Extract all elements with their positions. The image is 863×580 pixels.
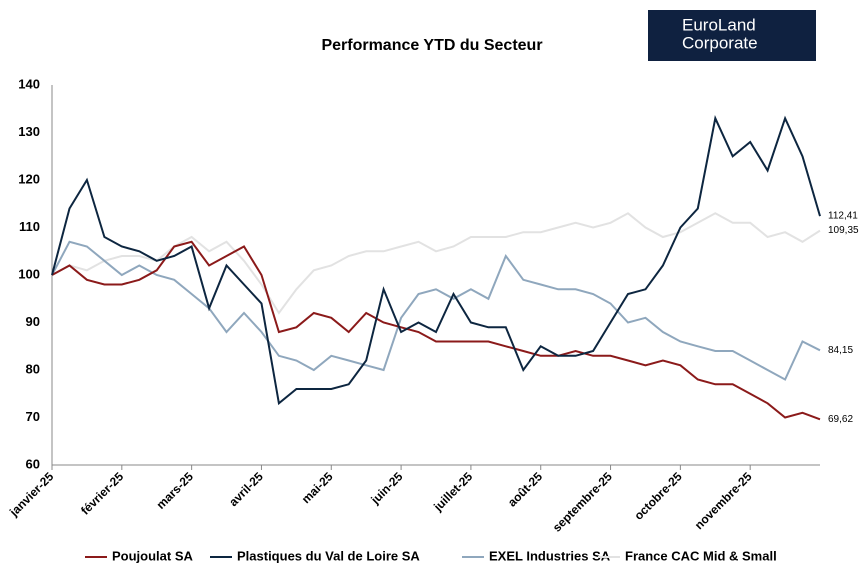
x-tick-label: octobre-25 [631,469,685,523]
series-line [51,212,821,315]
y-tick-label: 140 [18,76,40,91]
x-tick-label: juin-25 [368,469,406,507]
y-tick-label: 70 [26,409,40,424]
series-line [51,240,821,421]
y-tick-label: 100 [18,266,40,281]
y-tick-label: 60 [26,456,40,471]
x-tick-label: février-25 [78,469,126,517]
series-line [51,240,821,381]
legend-label: EXEL Industries SA [489,548,611,563]
x-tick-label: mars-25 [154,469,197,512]
y-tick-label: 110 [19,219,40,234]
x-tick-label: août-25 [505,469,545,509]
value-label: 109,35 [828,225,859,236]
x-tick-label: novembre-25 [692,469,755,532]
x-tick-label: avril-25 [226,469,266,509]
series-line [51,115,821,406]
legend-label: Poujoulat SA [112,548,194,563]
y-tick-label: 130 [18,124,40,139]
logo-text: EuroLand [682,15,756,34]
x-tick-label: janvier-25 [6,469,56,519]
legend-label: Plastiques du Val de Loire SA [237,548,420,563]
value-label: 84,15 [828,345,853,356]
chart-title: Performance YTD du Secteur [321,37,542,54]
x-tick-label: mai-25 [299,469,336,506]
x-tick-label: juillet-25 [430,469,475,514]
logo-text: Corporate [682,33,758,52]
value-label: 112,41 [828,211,858,222]
y-tick-label: 120 [18,171,40,186]
x-tick-label: septembre-25 [550,469,615,534]
legend-label: France CAC Mid & Small [625,548,777,563]
logo-box [648,10,816,61]
y-tick-label: 80 [26,361,40,376]
y-tick-label: 90 [26,314,40,329]
value-label: 69,62 [828,414,853,425]
